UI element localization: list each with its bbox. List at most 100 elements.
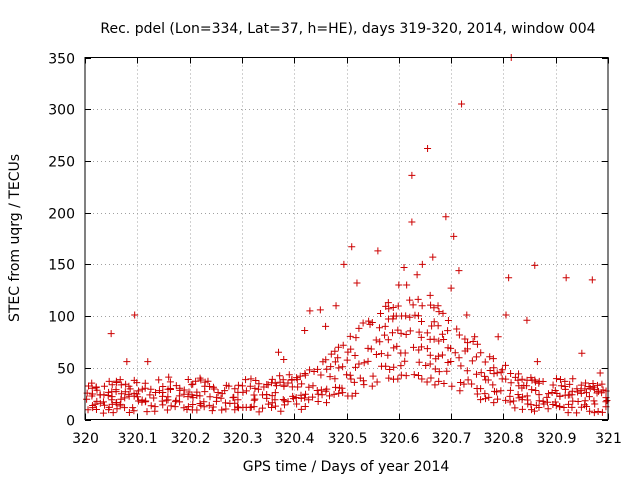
data-point: [527, 374, 535, 382]
data-point: [318, 391, 326, 399]
data-point: [301, 327, 309, 335]
data-point: [352, 363, 360, 371]
data-point: [135, 387, 143, 395]
data-point: [189, 380, 197, 388]
data-point: [482, 395, 490, 403]
data-point: [297, 391, 305, 399]
data-point: [423, 329, 431, 337]
data-point: [309, 393, 317, 401]
data-point: [417, 333, 425, 341]
data-point: [271, 389, 279, 397]
data-point: [484, 376, 492, 384]
data-point: [353, 279, 361, 287]
data-point: [498, 366, 506, 374]
data-point: [214, 389, 222, 397]
data-point: [146, 391, 154, 399]
data-point: [88, 379, 96, 387]
data-point: [385, 305, 393, 313]
data-point: [377, 310, 385, 318]
data-point: [209, 403, 217, 411]
data-point: [561, 377, 569, 385]
data-point: [455, 331, 463, 339]
data-point: [586, 407, 594, 415]
data-point: [271, 379, 279, 387]
data-point: [193, 406, 201, 414]
data-point: [339, 389, 347, 397]
data-point: [365, 317, 373, 325]
data-point: [334, 354, 342, 362]
data-point: [448, 382, 456, 390]
data-point: [116, 400, 124, 408]
data-point: [335, 389, 343, 397]
data-point: [533, 358, 541, 366]
data-point: [222, 405, 230, 413]
data-point: [443, 367, 451, 375]
data-point: [401, 357, 409, 365]
data-point: [426, 291, 434, 299]
data-point: [531, 378, 539, 386]
plot-frame: [84, 57, 609, 420]
data-point: [331, 358, 339, 366]
data-point: [296, 372, 304, 380]
data-point: [430, 335, 438, 343]
data-point: [455, 354, 463, 362]
data-point: [107, 330, 115, 338]
data-point: [528, 406, 536, 414]
data-point: [591, 400, 599, 408]
data-point: [133, 379, 141, 387]
data-point: [159, 401, 167, 409]
data-point: [301, 369, 309, 377]
data-point: [408, 171, 416, 179]
data-point: [375, 324, 383, 332]
data-point: [544, 390, 552, 398]
data-point: [486, 353, 494, 361]
data-point: [530, 407, 538, 415]
data-point: [502, 375, 510, 383]
data-point: [560, 404, 568, 412]
data-point: [225, 382, 233, 390]
data-point: [96, 399, 104, 407]
data-point: [196, 374, 204, 382]
data-point: [505, 274, 513, 282]
data-point: [414, 312, 422, 320]
data-point: [117, 381, 125, 389]
data-point: [426, 360, 434, 368]
x-tick-label: 320.4: [274, 431, 314, 447]
data-point: [297, 405, 305, 413]
data-point: [339, 363, 347, 371]
data-point: [372, 351, 380, 359]
data-point: [184, 375, 192, 383]
data-point: [531, 261, 539, 269]
data-point: [502, 311, 510, 319]
data-point: [506, 392, 514, 400]
data-point: [93, 397, 101, 405]
data-point: [99, 398, 107, 406]
data-point: [447, 344, 455, 352]
data-point: [438, 351, 446, 359]
data-point: [440, 380, 448, 388]
data-point: [430, 304, 438, 312]
data-point: [231, 385, 239, 393]
data-point: [352, 334, 360, 342]
data-point: [250, 403, 258, 411]
data-point: [271, 396, 279, 404]
data-point: [151, 403, 159, 411]
data-point: [100, 401, 108, 409]
data-point: [585, 383, 593, 391]
data-point: [406, 327, 414, 335]
data-point: [209, 383, 217, 391]
data-point: [506, 386, 514, 394]
x-tick-label: 320.5: [327, 431, 367, 447]
data-point: [376, 338, 384, 346]
data-point: [238, 382, 246, 390]
data-point: [184, 393, 192, 401]
data-point: [415, 328, 423, 336]
data-point: [217, 394, 225, 402]
data-point: [143, 408, 151, 416]
data-point: [544, 405, 552, 413]
data-point: [590, 409, 598, 417]
data-point: [280, 397, 288, 405]
data-point: [582, 379, 590, 387]
data-point: [414, 295, 422, 303]
data-point: [348, 243, 356, 251]
